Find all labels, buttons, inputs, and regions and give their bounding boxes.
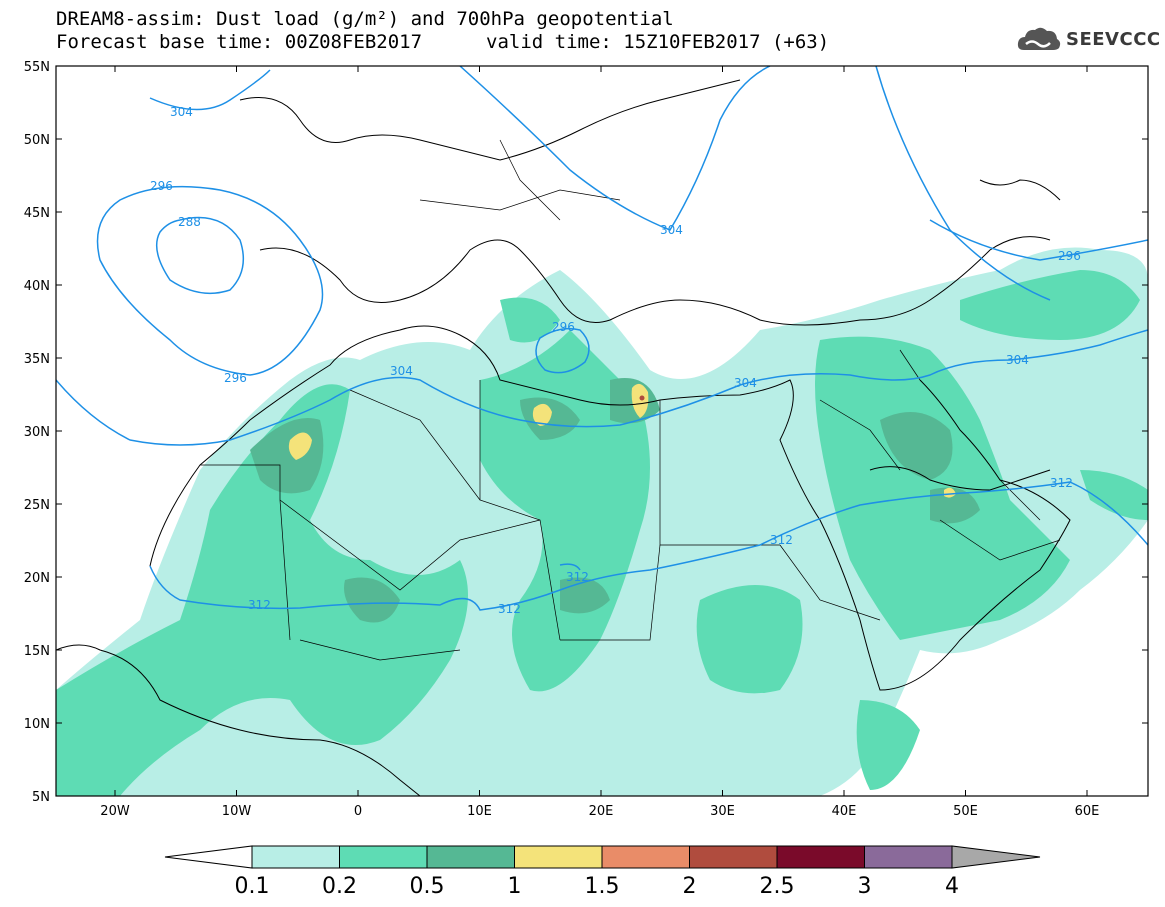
lat-tick-label: 35N — [24, 352, 50, 367]
forecast-base-time: Forecast base time: 00Z08FEB2017 — [56, 31, 423, 53]
lon-tick-label: 40E — [832, 804, 857, 819]
contour-label: 304 — [170, 105, 193, 119]
contour-label: 296 — [150, 179, 173, 193]
lat-tick-label: 25N — [24, 498, 50, 513]
lat-tick-label: 55N — [24, 60, 50, 75]
lat-tick-label: 50N — [24, 133, 50, 148]
contour-label: 304 — [734, 376, 757, 390]
chart-title: DREAM8-assim: Dust load (g/m²) and 700hP… — [56, 8, 674, 30]
contour-label: 304 — [660, 223, 683, 237]
lat-tick-label: 15N — [24, 644, 50, 659]
lat-tick-label: 30N — [24, 425, 50, 440]
colorbar-segment — [864, 845, 953, 869]
contour-label: 304 — [1006, 353, 1029, 367]
lon-tick-label: 0 — [354, 804, 362, 819]
contour-label: 312 — [498, 602, 521, 616]
geopotential-contours — [56, 66, 1148, 611]
contour-label: 312 — [1050, 476, 1073, 490]
contour-label: 296 — [224, 371, 247, 385]
borders — [200, 139, 1061, 661]
colorbar-label: 0.5 — [410, 874, 445, 899]
lat-tick-label: 45N — [24, 206, 50, 221]
cloud-icon — [1017, 27, 1061, 50]
colorbar-label: 2 — [683, 874, 697, 899]
seevccc-logo: SEEVCCC — [1016, 24, 1161, 54]
colorbar: 0.1 0.2 0.5 1 1.5 2 2.5 3 4 — [164, 845, 1041, 899]
contour-label: 288 — [178, 215, 201, 229]
colorbar-segment — [339, 845, 428, 869]
dust-layer — [56, 247, 1148, 796]
dust-1-layer — [288, 383, 956, 498]
colorbar-label: 4 — [945, 874, 959, 899]
lon-tick-label: 30E — [710, 804, 735, 819]
lon-tick-label: 20W — [100, 804, 130, 819]
lat-tick-label: 5N — [32, 790, 50, 805]
colorbar-label: 0.2 — [322, 874, 357, 899]
contour-label: 296 — [1058, 249, 1081, 263]
lon-tick-label: 10E — [467, 804, 492, 819]
logo-text: SEEVCCC — [1066, 28, 1161, 50]
lat-tick-label: 40N — [24, 279, 50, 294]
contour-label: 312 — [566, 570, 589, 584]
contour-label: 304 — [390, 364, 413, 378]
contour-label: 312 — [248, 598, 271, 612]
contour-label: 296 — [552, 320, 575, 334]
contour-label: 312 — [770, 533, 793, 547]
colorbar-max-arrow — [951, 845, 1041, 869]
valid-time: valid time: 15Z10FEB2017 (+63) — [486, 31, 830, 53]
colorbar-segment — [776, 845, 865, 869]
lat-tick-label: 20N — [24, 571, 50, 586]
colorbar-label: 1.5 — [585, 874, 620, 899]
dust-2.5-layer — [639, 395, 645, 401]
lon-tick-label: 10W — [222, 804, 252, 819]
lon-tick-label: 20E — [589, 804, 614, 819]
latitude-axis: 55N 50N 45N 40N 35N 30N 25N 20N 15N 10N 5N — [24, 60, 1148, 805]
contour-labels: 304 296 288 296 304 296 304 304 304 296 … — [150, 105, 1081, 616]
colorbar-segment — [689, 845, 778, 869]
colorbar-segment — [251, 845, 340, 869]
colorbar-label: 1 — [508, 874, 522, 899]
colorbar-label: 2.5 — [760, 874, 795, 899]
colorbar-segment — [514, 845, 603, 869]
colorbar-min-arrow — [164, 845, 253, 869]
colorbar-segment — [601, 845, 690, 869]
lat-tick-label: 10N — [24, 717, 50, 732]
lon-tick-label: 50E — [953, 804, 978, 819]
colorbar-segment — [426, 845, 515, 869]
colorbar-label: 0.1 — [235, 874, 270, 899]
longitude-axis: 20W 10W 0 10E 20E 30E 40E 50E 60E — [100, 66, 1099, 819]
lon-tick-label: 60E — [1075, 804, 1100, 819]
colorbar-label: 3 — [858, 874, 872, 899]
coastlines — [56, 79, 1071, 796]
